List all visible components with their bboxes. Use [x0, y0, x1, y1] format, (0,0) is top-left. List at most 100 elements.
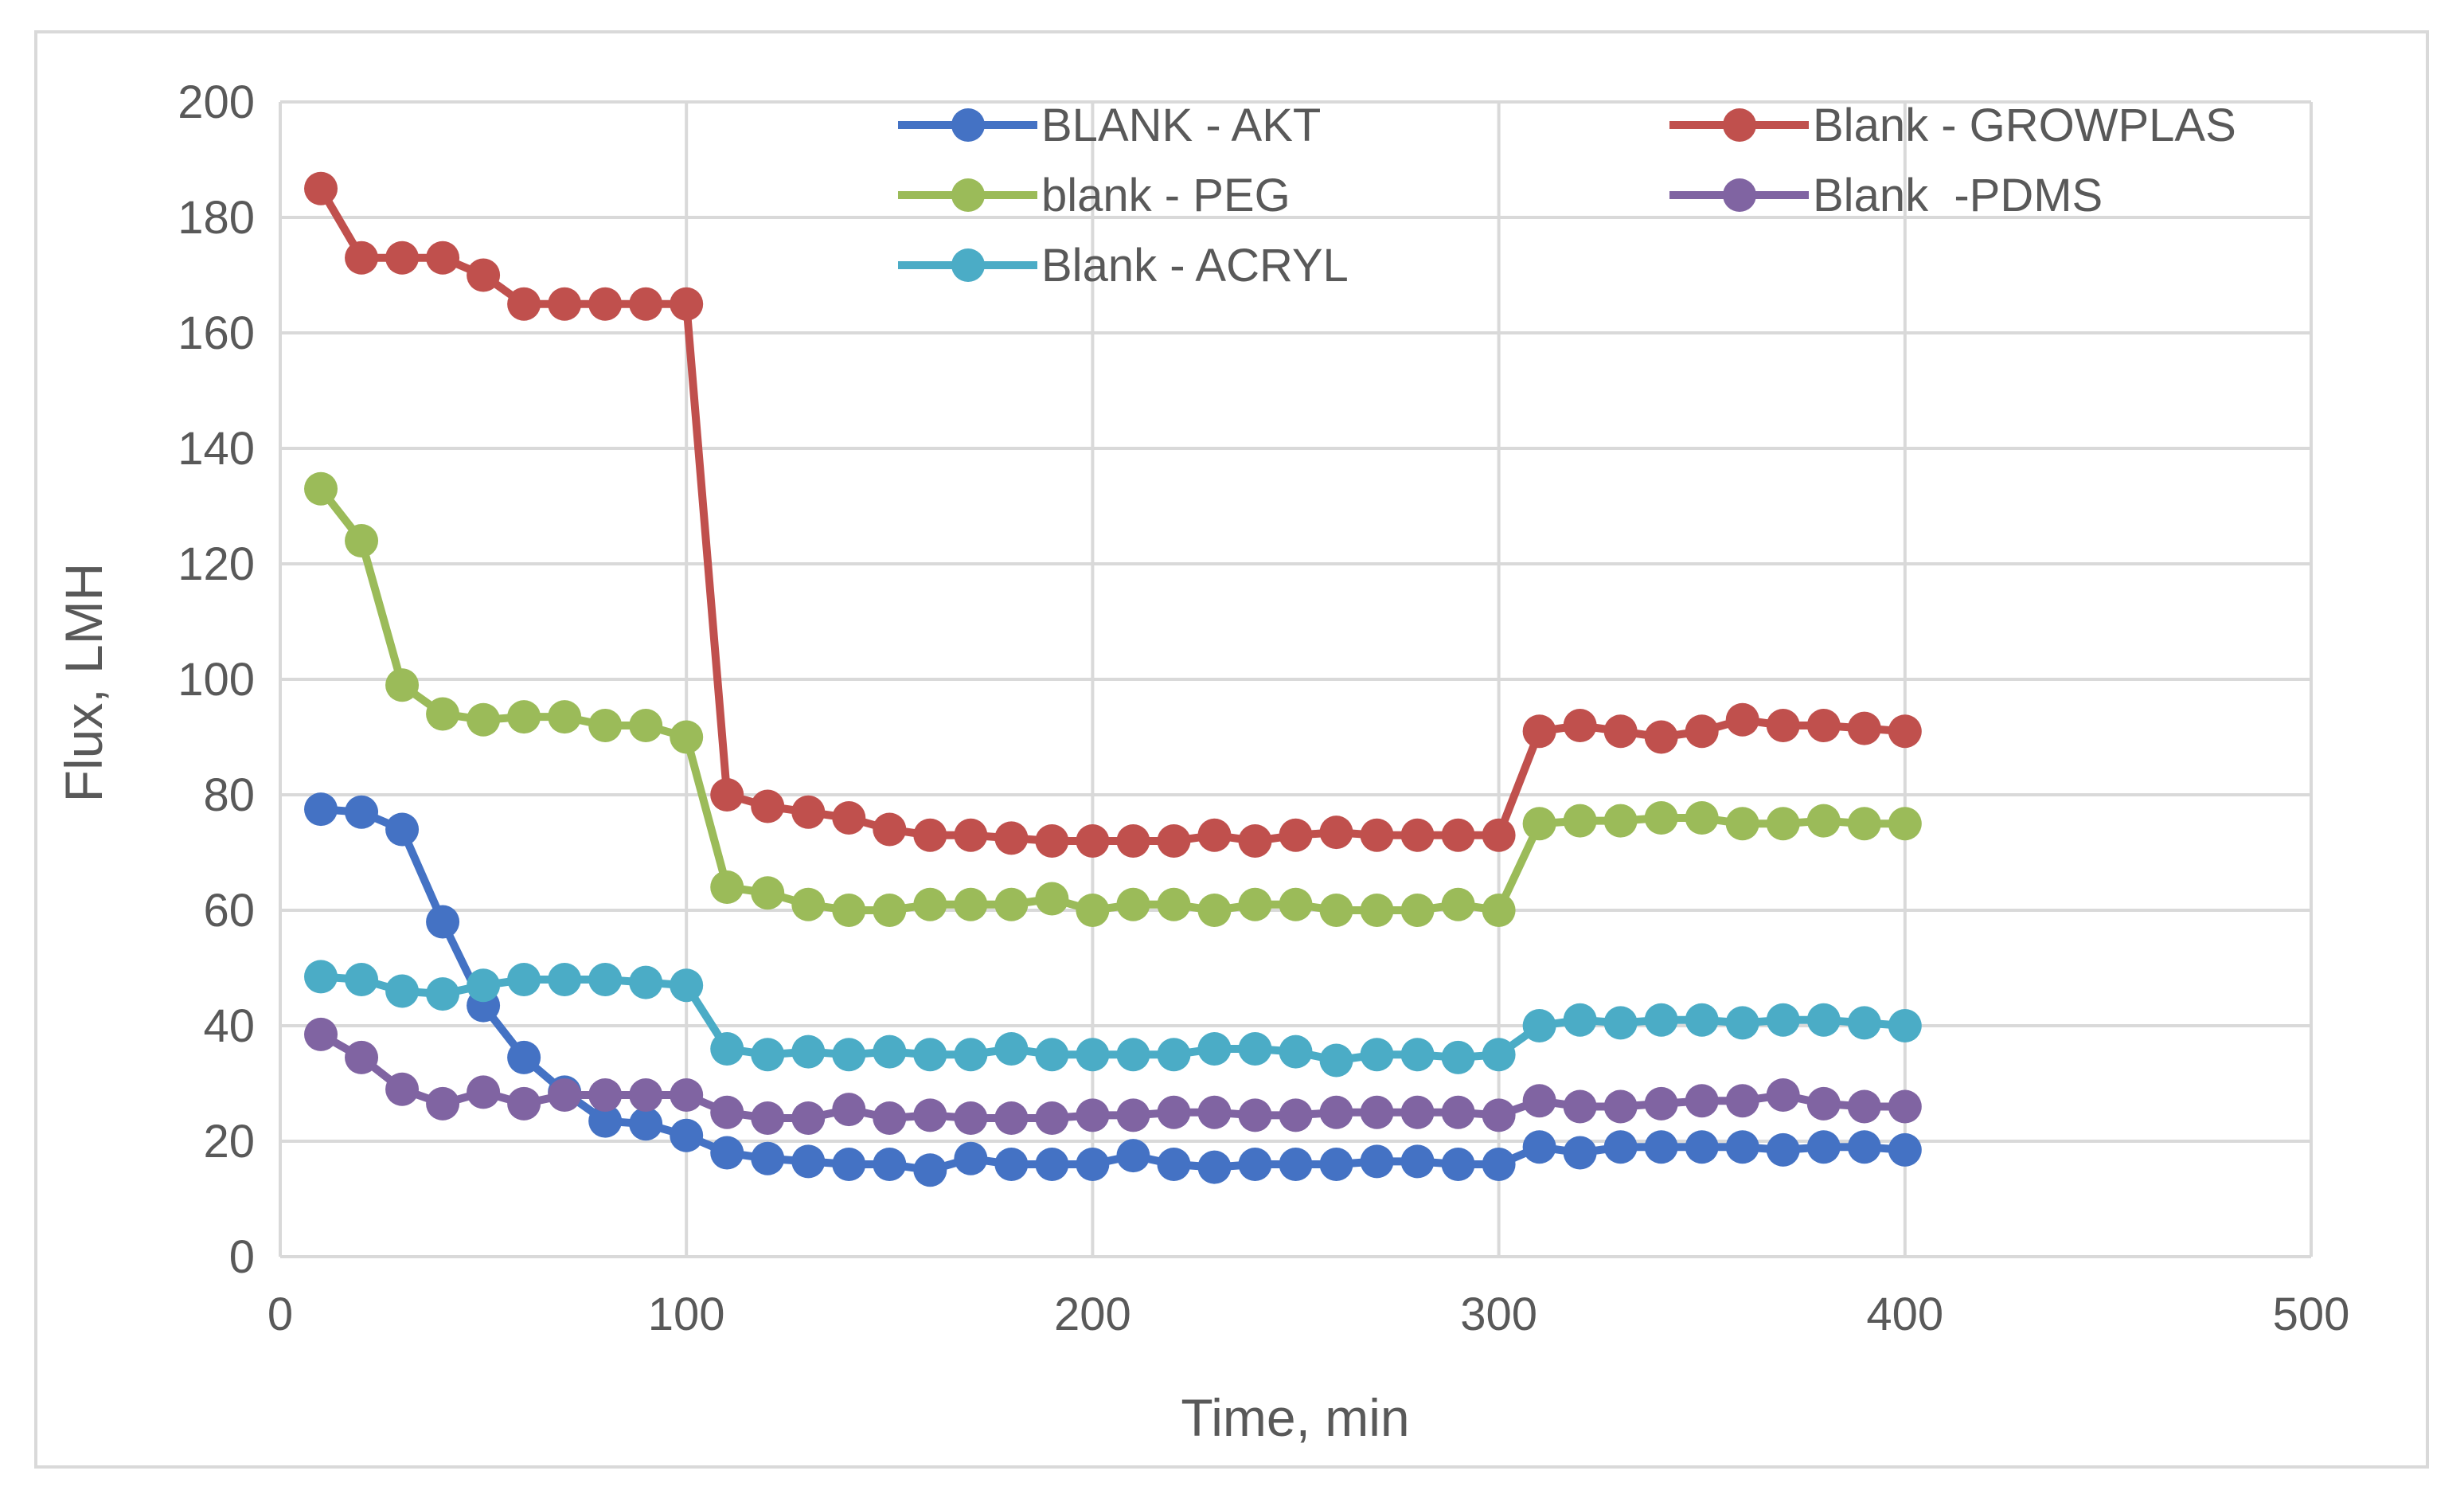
- data-point: [507, 287, 541, 321]
- data-point: [1847, 711, 1881, 745]
- data-point: [954, 1038, 988, 1072]
- data-point: [345, 1040, 379, 1074]
- data-point: [1441, 887, 1475, 921]
- data-point: [1076, 1148, 1110, 1181]
- data-point: [1847, 807, 1881, 841]
- data-point: [1319, 815, 1353, 850]
- y-tick-label: 120: [178, 538, 255, 590]
- data-point: [1603, 714, 1638, 749]
- data-point: [1563, 1089, 1597, 1124]
- data-point: [1319, 1095, 1353, 1129]
- data-point: [1116, 1098, 1150, 1132]
- legend-label: blank - PEG: [1041, 170, 1291, 221]
- data-point: [1360, 1038, 1394, 1072]
- x-tick-label: 300: [1460, 1289, 1537, 1340]
- series-line: [317, 186, 1906, 845]
- data-point: [954, 1101, 988, 1135]
- legend: BLANK - AKT Blank - GROWPLAS blank - PEG Bl…: [898, 100, 2236, 291]
- data-point: [1157, 1148, 1191, 1181]
- data-point: [670, 287, 704, 321]
- y-tick-label: 40: [203, 1000, 255, 1052]
- data-point: [994, 1148, 1029, 1181]
- data-point: [751, 1101, 785, 1135]
- data-point: [1563, 804, 1597, 838]
- series-line: [320, 972, 1906, 1065]
- data-point: [1847, 1006, 1881, 1040]
- legend-label: Blank -PDMS: [1813, 170, 2103, 221]
- data-point: [751, 1038, 785, 1072]
- data-point: [629, 1107, 663, 1141]
- data-point: [507, 1040, 541, 1074]
- data-point: [873, 1035, 907, 1069]
- data-point: [548, 963, 582, 996]
- data-point: [467, 968, 501, 1003]
- data-point: [913, 1098, 947, 1132]
- data-point: [832, 1038, 866, 1072]
- data-point: [1279, 1098, 1313, 1132]
- y-tick-label: 20: [203, 1116, 255, 1168]
- data-point: [629, 709, 663, 742]
- data-point: [913, 1038, 947, 1072]
- data-point: [1806, 1086, 1841, 1121]
- data-point: [1847, 1130, 1881, 1164]
- data-point: [507, 700, 541, 734]
- data-point: [1685, 1084, 1719, 1118]
- data-point: [1644, 1086, 1678, 1121]
- data-point: [670, 968, 704, 1003]
- y-axis-title: Flux, LMH: [54, 563, 113, 803]
- data-point: [1319, 894, 1353, 927]
- data-point: [954, 818, 988, 852]
- data-point: [791, 1144, 826, 1179]
- data-point: [629, 287, 663, 321]
- data-point: [670, 1078, 704, 1112]
- data-point: [1725, 807, 1759, 841]
- data-point: [913, 818, 947, 852]
- legend-label: Blank - ACRYL: [1041, 240, 1349, 291]
- data-point: [1482, 894, 1516, 927]
- legend-marker: [1723, 108, 1756, 142]
- data-point: [710, 1095, 744, 1129]
- data-point: [345, 963, 379, 996]
- data-point: [1400, 894, 1435, 927]
- data-point: [1197, 1095, 1232, 1129]
- data-point: [588, 1078, 623, 1112]
- data-point: [304, 960, 338, 994]
- series-layer: [304, 171, 1922, 1187]
- data-point: [345, 241, 379, 275]
- data-point: [1360, 818, 1394, 852]
- data-point: [1157, 824, 1191, 858]
- data-point: [385, 241, 420, 275]
- data-point: [994, 821, 1029, 855]
- data-point: [629, 965, 663, 999]
- legend-entry: BLANK - AKT: [898, 100, 1321, 151]
- legend-marker: [951, 108, 985, 142]
- data-point: [1644, 1130, 1678, 1164]
- data-point: [1563, 1003, 1597, 1037]
- data-point: [426, 977, 460, 1011]
- data-point: [588, 963, 623, 996]
- data-point: [670, 1118, 704, 1152]
- series-blank-acryl: [304, 960, 1922, 1078]
- data-point: [1035, 1038, 1069, 1072]
- data-point: [751, 876, 785, 910]
- data-point: [1644, 801, 1678, 835]
- data-point: [1076, 1098, 1110, 1132]
- data-point: [1360, 894, 1394, 927]
- data-point: [1238, 887, 1272, 921]
- data-point: [1603, 1130, 1638, 1164]
- data-point: [670, 720, 704, 754]
- data-point: [1319, 1043, 1353, 1078]
- data-point: [1766, 1003, 1800, 1037]
- data-point: [1279, 887, 1313, 921]
- data-point: [1806, 1130, 1841, 1164]
- data-point: [426, 697, 460, 731]
- data-point: [385, 812, 420, 847]
- data-point: [791, 1101, 826, 1135]
- data-point: [1766, 1078, 1800, 1112]
- data-point: [467, 702, 501, 737]
- data-point: [304, 171, 338, 205]
- data-point: [304, 1017, 338, 1051]
- data-point: [954, 887, 988, 921]
- data-point: [345, 524, 379, 557]
- data-point: [385, 974, 420, 1008]
